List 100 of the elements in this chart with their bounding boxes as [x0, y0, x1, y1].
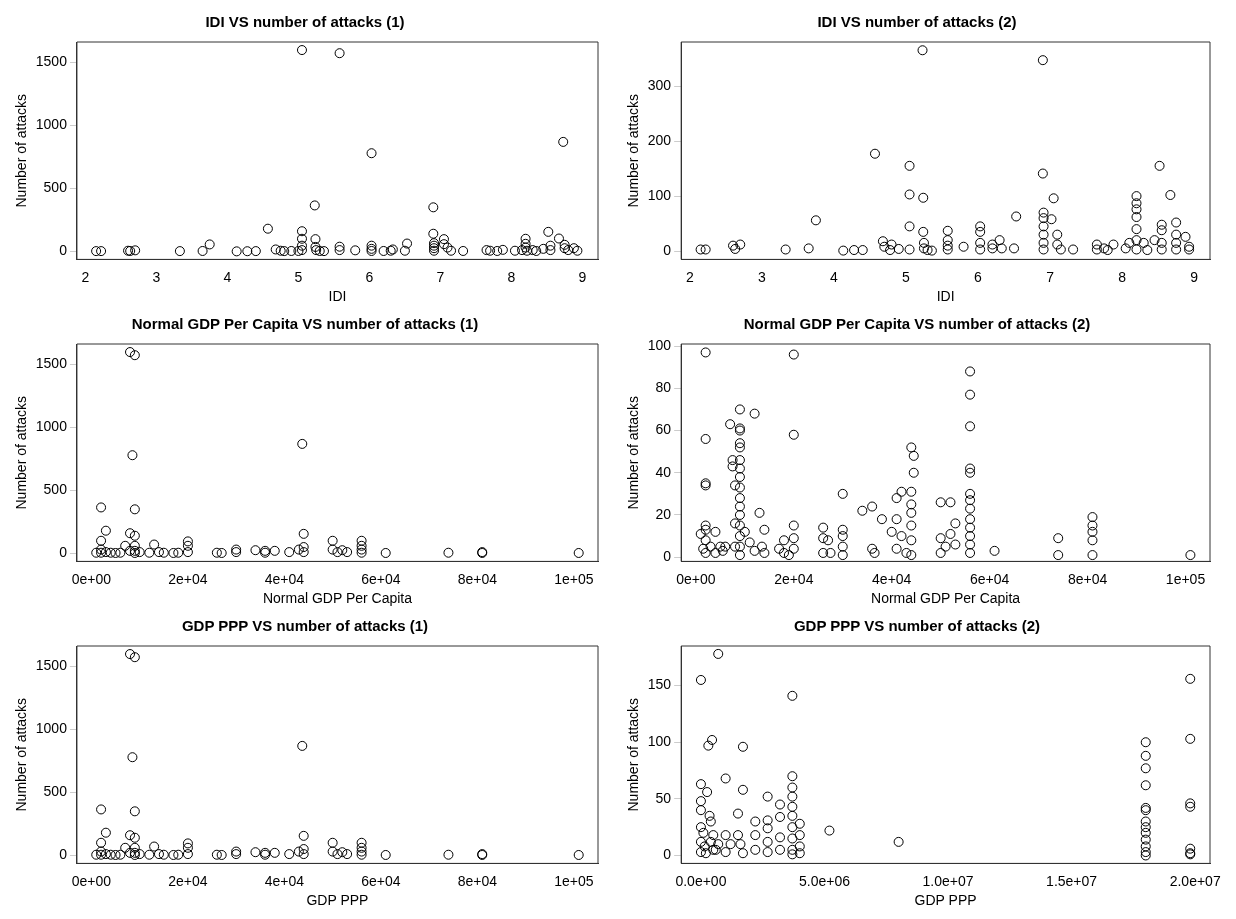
point: [144, 547, 155, 558]
x-axis-title: GDP PPP: [306, 892, 369, 909]
point: [269, 545, 280, 556]
point: [125, 847, 136, 858]
y-tick-label: 500: [43, 179, 68, 196]
point: [110, 849, 121, 860]
x-tick-label: 5: [902, 268, 911, 285]
point: [100, 525, 111, 536]
x-tick-label: 1.0e+07: [922, 872, 974, 889]
x-tick-label: 0e+00: [71, 872, 112, 889]
point: [127, 450, 138, 461]
y-tick-label: 0: [663, 846, 672, 863]
x-tick-label: 8e+04: [1067, 570, 1108, 587]
chart-title: IDI VS number of attacks (2): [817, 13, 1017, 31]
x-tick-label: 0e+00: [71, 570, 112, 587]
point: [250, 847, 261, 858]
point: [297, 740, 308, 751]
point: [327, 535, 338, 546]
point: [129, 350, 140, 361]
point: [332, 849, 343, 860]
x-tick-label: 6e+04: [361, 872, 401, 889]
x-tick-label: 7: [436, 268, 445, 285]
chart-title: GDP PPP VS number of attacks (2): [793, 617, 1041, 635]
x-tick-label: 6e+04: [361, 570, 401, 587]
x-tick-label: 1e+05: [554, 872, 594, 889]
y-tick-label: 1500: [35, 53, 68, 70]
point: [211, 849, 222, 860]
y-tick-label: 100: [647, 336, 672, 353]
point: [337, 545, 348, 556]
x-axis-title: IDI: [328, 288, 347, 305]
x-tick-label: 7: [1046, 268, 1055, 285]
point: [125, 545, 136, 556]
x-tick-label: 8: [507, 268, 516, 285]
y-tick-label: 0: [663, 242, 672, 258]
x-tick-label: 1.5e+07: [1046, 872, 1098, 889]
point: [356, 535, 367, 546]
x-tick-label: 5: [294, 268, 303, 285]
point: [356, 837, 367, 848]
x-tick-label: 3: [757, 268, 766, 285]
point: [144, 849, 155, 860]
point: [250, 545, 261, 556]
x-tick-label: 4e+04: [264, 570, 305, 587]
point: [100, 547, 111, 558]
x-tick-label: 4e+04: [264, 872, 305, 889]
point: [327, 544, 338, 555]
y-tick-label: 1000: [35, 720, 68, 737]
point: [125, 830, 136, 841]
y-tick-label: 100: [647, 186, 672, 203]
point: [168, 547, 179, 558]
x-tick-label: 8e+04: [457, 872, 498, 889]
point: [91, 849, 102, 860]
point: [129, 652, 140, 663]
point: [298, 547, 309, 558]
point: [105, 547, 116, 558]
x-tick-label: 6: [974, 268, 983, 285]
x-axis-title: IDI: [936, 288, 955, 305]
point: [149, 841, 160, 852]
point: [182, 536, 193, 547]
point: [327, 846, 338, 857]
point: [573, 849, 584, 860]
point: [115, 849, 126, 860]
point: [293, 846, 304, 857]
point: [153, 849, 164, 860]
chart-title: GDP PPP VS number of attacks (1): [181, 617, 429, 635]
y-axis-title: Number of attacks: [625, 395, 642, 510]
point: [125, 528, 136, 539]
point: [129, 530, 140, 541]
point: [269, 847, 280, 858]
point: [134, 547, 145, 558]
point: [216, 849, 227, 860]
y-tick-label: 100: [647, 733, 672, 750]
point: [182, 838, 193, 849]
point: [120, 540, 131, 551]
y-tick-label: 50: [655, 789, 672, 806]
x-axis-title: Normal GDP Per Capita: [262, 590, 413, 607]
point: [100, 827, 111, 838]
x-tick-label: 2: [81, 268, 90, 285]
point: [293, 544, 304, 555]
x-tick-label: 0e+00: [676, 570, 716, 587]
point: [129, 806, 140, 817]
point: [298, 830, 309, 841]
y-tick-label: 0: [59, 242, 68, 259]
y-tick-label: 20: [655, 505, 672, 522]
x-tick-label: 1e+05: [1165, 570, 1206, 587]
point: [96, 502, 107, 513]
y-tick-label: 150: [647, 676, 672, 693]
x-tick-label: 6: [365, 268, 374, 285]
point: [127, 752, 138, 763]
y-tick-label: 1000: [35, 418, 68, 435]
point: [573, 547, 584, 558]
point: [134, 849, 145, 860]
point: [380, 547, 391, 558]
y-axis-title: Number of attacks: [625, 697, 642, 812]
point: [125, 347, 136, 358]
point: [158, 849, 169, 860]
point: [129, 504, 140, 515]
x-tick-label: 4e+04: [872, 570, 912, 587]
point: [211, 547, 222, 558]
point: [168, 849, 179, 860]
y-tick-label: 0: [663, 548, 672, 565]
